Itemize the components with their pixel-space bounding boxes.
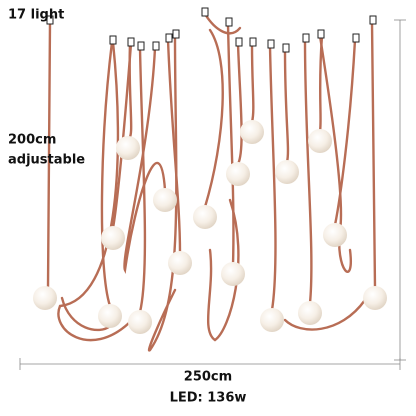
dimension-lines xyxy=(19,19,406,370)
height-label: 200cm xyxy=(8,133,56,148)
height-note: adjustable xyxy=(8,153,85,168)
globes xyxy=(33,120,387,334)
pendant-lamp xyxy=(33,7,387,352)
width-label: 250cm xyxy=(184,370,232,385)
light-count: 17 light xyxy=(8,8,64,23)
power-label: LED: 136w xyxy=(170,391,247,406)
hooks xyxy=(46,7,377,53)
straps xyxy=(46,12,377,352)
